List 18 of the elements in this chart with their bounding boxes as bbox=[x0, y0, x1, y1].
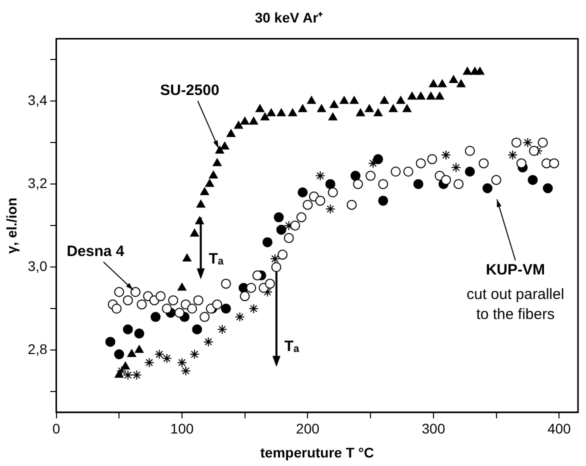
annotation: Tₐ bbox=[208, 250, 224, 268]
chart-title: 30 keV Ar⁺ bbox=[254, 9, 324, 26]
x-tick-label: 200 bbox=[296, 420, 320, 437]
annotation: KUP-VM bbox=[486, 262, 545, 279]
x-tick-label: 100 bbox=[170, 420, 194, 437]
y-tick-label: 3,0 bbox=[28, 258, 48, 274]
y-tick-label: 2,8 bbox=[28, 340, 48, 357]
x-axis-title: temperuture T °C bbox=[260, 444, 374, 460]
annotation: SU-2500 bbox=[160, 82, 220, 100]
y-tick-label: 3,4 bbox=[28, 92, 48, 108]
annotation: cut out parallel to the fibers bbox=[466, 286, 564, 323]
y-axis-title: γ, el./ion bbox=[3, 198, 20, 254]
x-tick-label: 400 bbox=[547, 420, 572, 437]
annotation: Tₐ bbox=[284, 338, 300, 355]
x-tick-label: 0 bbox=[52, 420, 60, 437]
annotation: Desna 4 bbox=[66, 243, 125, 260]
y-tick-label: 3,2 bbox=[28, 174, 48, 191]
x-tick-label: 300 bbox=[422, 420, 446, 437]
